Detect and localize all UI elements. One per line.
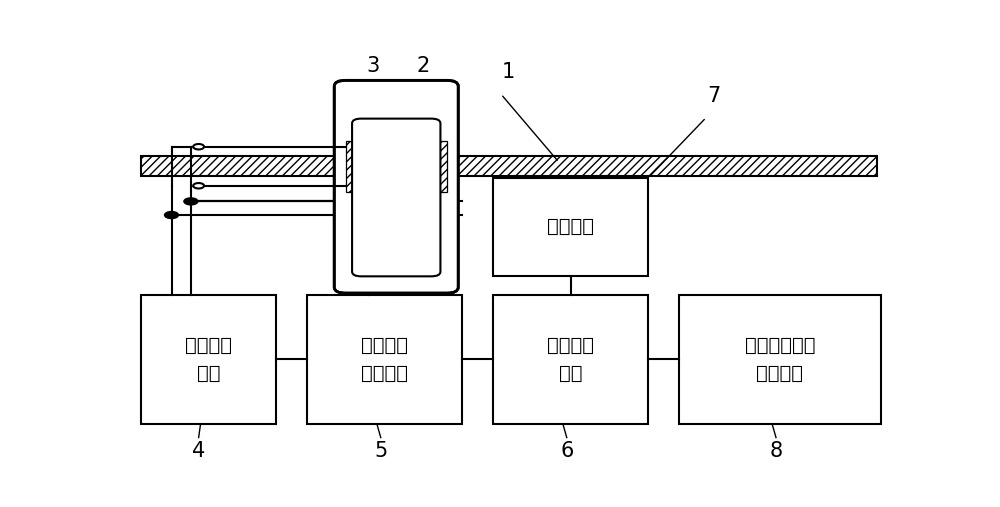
Text: 1: 1 bbox=[502, 62, 515, 82]
Text: 2: 2 bbox=[417, 56, 430, 77]
Text: 无线传输电路
发射部分: 无线传输电路 发射部分 bbox=[745, 336, 815, 383]
Text: 6: 6 bbox=[560, 442, 573, 461]
Circle shape bbox=[184, 198, 198, 205]
Text: 整流滤波
电路: 整流滤波 电路 bbox=[185, 336, 232, 383]
FancyBboxPatch shape bbox=[334, 80, 458, 293]
Bar bbox=[679, 295, 881, 424]
Bar bbox=[140, 157, 877, 176]
Text: 3: 3 bbox=[366, 56, 380, 77]
Bar bbox=[431, 141, 447, 192]
Bar bbox=[493, 295, 648, 424]
Bar bbox=[431, 141, 447, 192]
Bar bbox=[493, 178, 648, 276]
Bar bbox=[346, 141, 361, 192]
Circle shape bbox=[193, 183, 204, 189]
Bar bbox=[346, 141, 361, 192]
FancyBboxPatch shape bbox=[352, 119, 440, 276]
Text: 4: 4 bbox=[192, 442, 205, 461]
Bar bbox=[307, 295, 462, 424]
Text: 锂电池组: 锂电池组 bbox=[547, 218, 594, 236]
Text: 充电稳压
电路: 充电稳压 电路 bbox=[547, 336, 594, 383]
Text: 8: 8 bbox=[769, 442, 783, 461]
Bar bbox=[140, 295, 276, 424]
Text: 5: 5 bbox=[374, 442, 387, 461]
Circle shape bbox=[193, 144, 204, 150]
Text: 7: 7 bbox=[707, 86, 721, 106]
Text: 取电功率
调节电路: 取电功率 调节电路 bbox=[361, 336, 408, 383]
Circle shape bbox=[165, 211, 178, 219]
